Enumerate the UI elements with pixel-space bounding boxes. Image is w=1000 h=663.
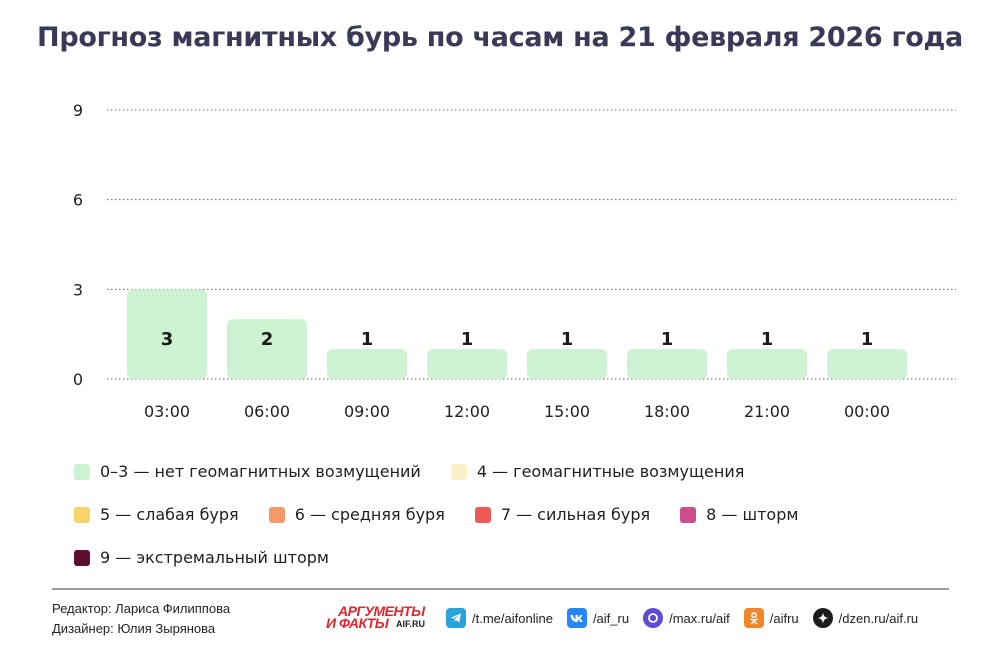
bar [827,349,907,379]
x-tick-label: 09:00 [344,402,390,421]
y-tick-label: 6 [73,191,83,210]
legend-row-3: 9 — экстремальный шторм [74,548,359,567]
bar [727,349,807,379]
x-tick-label: 15:00 [544,402,590,421]
legend-item: 5 — слабая буря [74,505,239,524]
social-label: /aif_ru [592,610,630,626]
x-tick-label: 21:00 [744,402,790,421]
social-label: /t.me/aifonline [472,610,553,626]
telegram-icon [446,608,466,628]
legend-swatch [74,463,90,480]
legend-swatch [74,506,90,523]
max-icon [643,608,664,628]
y-tick-label: 0 [73,370,83,389]
legend-label: 9 — экстремальный шторм [100,548,329,567]
legend-swatch [450,463,467,480]
vk-icon [566,608,587,628]
x-tick-label: 18:00 [644,402,690,421]
x-tick-label: 12:00 [444,402,490,421]
social-link-dzen[interactable]: /dzen.ru/aif.ru [812,608,919,628]
y-tick-label: 3 [73,280,83,299]
bar [527,349,607,379]
data-label: 1 [461,329,474,350]
data-label: 2 [261,329,274,350]
social-link-odnoklassniki[interactable]: /aifru [743,608,799,628]
legend-label: 8 — шторм [706,505,799,524]
logo-site: AIF.RU [396,619,425,629]
legend-label: 7 — сильная буря [500,505,651,524]
social-link-vk[interactable]: /aif_ru [566,608,630,628]
data-label: 1 [661,329,674,350]
x-tick-label: 00:00 [844,402,890,421]
data-label: 3 [161,329,174,350]
legend-item: 4 — геомагнитные возмущения [450,462,745,481]
bar [627,349,707,379]
social-label: /aifru [769,610,799,626]
data-label: 1 [361,329,374,350]
legend-label: 5 — слабая буря [100,505,239,524]
legend-label: 6 — средняя буря [294,505,445,524]
editor-credit: Редактор: Лариса Филиппова [52,601,231,616]
legend-row-2: 5 — слабая буря 6 — средняя буря 7 — сил… [74,505,828,524]
bar [127,289,207,379]
bar [427,349,507,379]
legend-item: 8 — шторм [680,505,798,524]
legend-label: 0–3 — нет геомагнитных возмущений [100,462,421,481]
legend-label: 4 — геомагнитные возмущения [476,462,745,481]
bar-chart: 0 3 6 9 3 03:00 2 06:00 1 09:00 1 12:00 1 15:00 1 18:00… [73,101,956,421]
dzen-icon [812,608,833,628]
footer-divider [52,588,949,590]
credits: Редактор: Лариса Филиппова Дизайнер: Юли… [52,599,230,639]
data-label: 1 [861,329,874,350]
x-tick-label: 03:00 [144,402,190,421]
legend-swatch [268,506,285,523]
legend-item: 7 — сильная буря [474,505,651,524]
legend-item: 6 — средняя буря [268,505,445,524]
logo-text-bottom: И ФАКТЫ [326,615,389,631]
social-label: /dzen.ru/aif.ru [838,610,919,626]
data-label: 1 [761,329,774,350]
legend-item: 9 — экстремальный шторм [74,548,329,567]
bar [227,319,307,379]
social-links: /t.me/aifonline /aif_ru /max.ru/aif /aif… [446,608,918,628]
designer-credit: Дизайнер: Юлия Зырянова [52,621,216,636]
legend-swatch [474,506,491,523]
x-tick-label: 06:00 [244,402,290,421]
chart-title: Прогноз магнитных бурь по часам на 21 фе… [37,22,963,53]
social-label: /max.ru/aif [669,610,730,626]
data-label: 1 [561,329,574,350]
bar [327,349,407,379]
legend-row-1: 0–3 — нет геомагнитных возмущений 4 — ге… [74,462,774,481]
legend-item: 0–3 — нет геомагнитных возмущений [74,462,421,481]
y-tick-label: 9 [73,101,83,120]
logo-text-top: АРГУМЕНТЫ [338,603,425,619]
odnoklassniki-icon [743,608,764,628]
legend-swatch [680,506,697,523]
social-link-telegram[interactable]: /t.me/aifonline [446,608,553,628]
legend-swatch [74,549,90,566]
social-link-max[interactable]: /max.ru/aif [643,608,730,628]
aif-logo[interactable]: АРГУМЕНТЫ И ФАКТЫ AIF.RU [326,603,434,633]
